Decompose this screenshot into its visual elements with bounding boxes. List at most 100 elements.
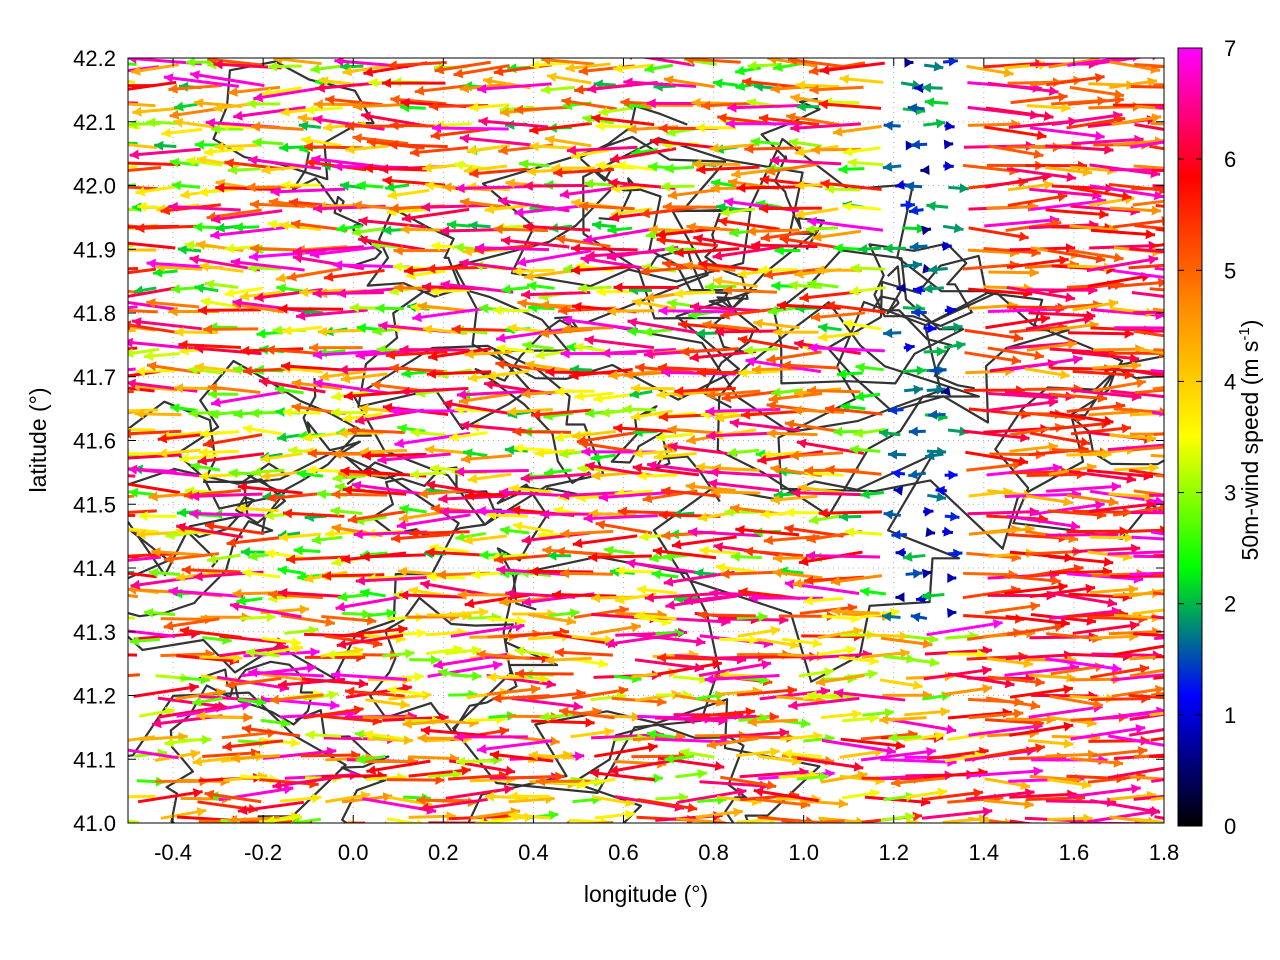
wind-vector <box>925 527 936 538</box>
wind-vector <box>444 645 482 656</box>
wind-vector <box>382 175 446 187</box>
wind-vector <box>910 139 928 150</box>
wind-vector <box>513 104 571 115</box>
wind-vector <box>546 72 592 85</box>
wind-vector <box>824 184 861 195</box>
wind-vector <box>387 628 427 639</box>
wind-vector <box>988 267 1039 278</box>
wind-vector <box>628 58 695 67</box>
contour-line <box>128 691 347 823</box>
wind-vector <box>859 586 887 597</box>
wind-vector <box>636 584 678 595</box>
wind-vector <box>281 180 321 191</box>
wind-vector <box>923 323 937 334</box>
colorbar-ticks: 0 1 2 3 4 5 6 7 <box>1178 36 1236 839</box>
wind-vector <box>134 408 182 419</box>
wind-vector <box>237 696 267 707</box>
wind-vector <box>1129 668 1164 678</box>
wind-vector <box>817 322 842 333</box>
wind-vector <box>128 378 198 393</box>
wind-vector <box>129 636 161 646</box>
wind-vector <box>735 747 780 758</box>
wind-vector <box>1111 113 1162 126</box>
wind-vector <box>721 390 779 403</box>
wind-vector <box>942 58 958 67</box>
wind-vector <box>352 133 409 146</box>
wind-vector <box>794 207 839 220</box>
wind-vector <box>820 178 882 192</box>
wind-vector <box>478 303 509 314</box>
wind-vector <box>409 469 446 480</box>
wind-vector <box>410 427 447 438</box>
wind-vector <box>1024 383 1083 394</box>
wind-vector <box>387 60 447 71</box>
wind-vector <box>850 263 885 274</box>
wind-vector <box>1006 167 1077 182</box>
wind-vector <box>562 315 638 332</box>
wind-vector <box>371 380 426 393</box>
wind-vector <box>204 521 265 536</box>
wind-vector <box>750 137 781 147</box>
wind-vector <box>942 683 993 697</box>
wind-vector <box>712 276 758 289</box>
wind-vector <box>622 404 657 415</box>
wind-vector <box>241 724 301 738</box>
wind-vector <box>498 487 572 498</box>
y-tick-label: 41.0 <box>73 811 116 836</box>
wind-vector <box>630 409 673 422</box>
wind-vector <box>401 368 427 379</box>
wind-vector <box>860 607 900 619</box>
wind-vector <box>437 668 469 679</box>
wind-vector <box>689 301 761 313</box>
wind-vector <box>905 633 939 644</box>
wind-vector <box>387 188 430 200</box>
wind-vector <box>844 527 883 538</box>
wind-vector <box>191 696 223 707</box>
wind-vector <box>803 595 844 606</box>
wind-vector <box>860 489 885 500</box>
wind-vector <box>128 735 156 742</box>
wind-vector <box>808 343 885 353</box>
wind-vector <box>1129 775 1164 781</box>
wind-vector <box>323 268 385 282</box>
wind-vector <box>788 696 860 711</box>
wind-vector <box>387 685 426 697</box>
contour-line <box>716 301 981 517</box>
wind-vector <box>689 349 757 363</box>
wind-vector <box>427 660 503 678</box>
wind-vector <box>595 520 653 535</box>
wind-vector <box>941 241 952 252</box>
wind-vector <box>233 105 306 121</box>
wind-vector <box>706 430 778 441</box>
wind-vector <box>782 748 823 759</box>
wind-vector <box>664 753 695 764</box>
wind-vector <box>947 573 957 583</box>
wind-vector <box>625 558 699 575</box>
wind-vector <box>229 601 302 619</box>
wind-vector <box>551 589 617 600</box>
wind-vector <box>883 120 901 131</box>
wind-vector <box>658 305 735 316</box>
wind-vector <box>1089 799 1161 816</box>
wind-vector <box>199 428 240 439</box>
wind-vector <box>926 619 1003 637</box>
wind-vector <box>1048 555 1114 567</box>
wind-vector <box>909 241 928 252</box>
wind-vector <box>499 596 550 607</box>
wind-vector <box>707 478 780 493</box>
wind-vector <box>430 127 490 141</box>
wind-vector <box>286 267 342 282</box>
wind-vector <box>352 101 405 112</box>
wind-vector <box>523 181 594 191</box>
wind-vector <box>429 286 470 297</box>
wind-vector <box>248 249 326 262</box>
y-tick-label: 41.3 <box>73 620 116 645</box>
wind-vector <box>359 588 386 598</box>
wind-vector <box>280 614 336 627</box>
wind-vector <box>419 797 488 813</box>
wind-vector <box>900 79 922 90</box>
wind-vector <box>1152 573 1164 577</box>
wind-vector <box>148 567 181 578</box>
wind-vector <box>337 591 366 602</box>
wind-vector <box>492 305 530 316</box>
